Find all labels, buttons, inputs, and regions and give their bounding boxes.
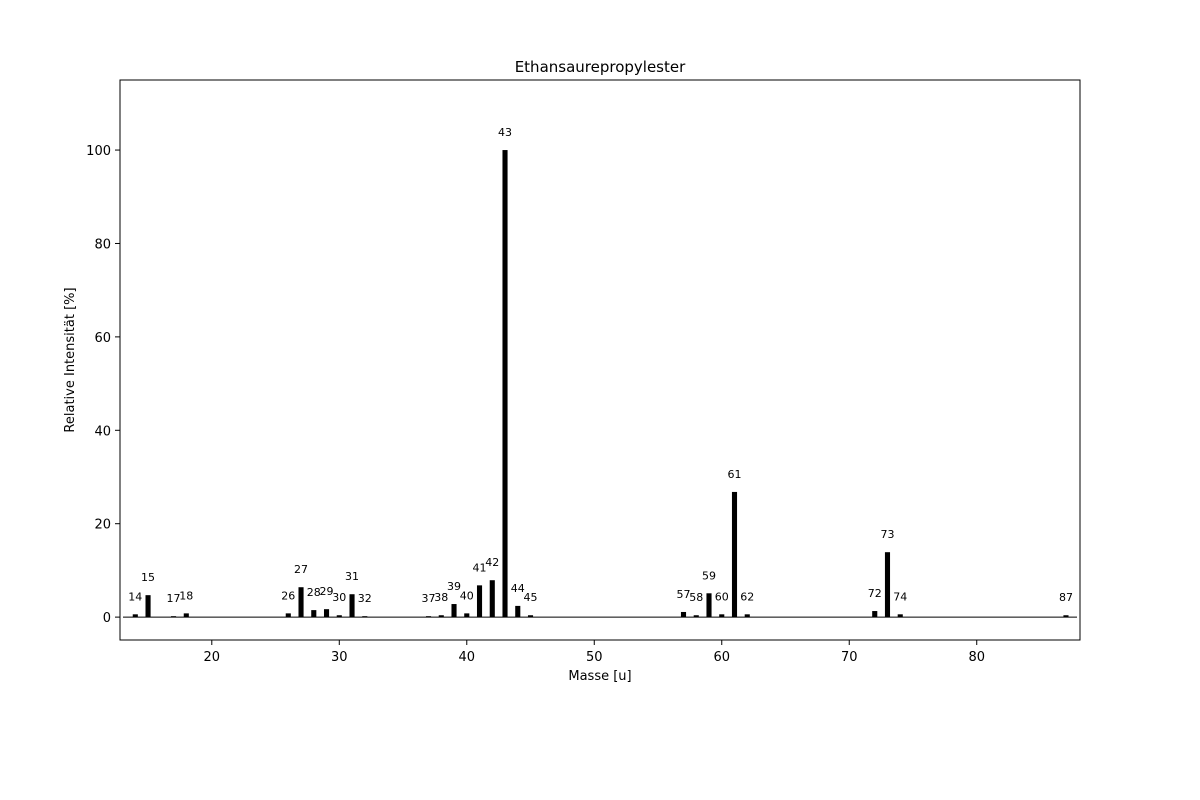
x-tick-label: 20 bbox=[204, 650, 221, 665]
bar bbox=[489, 580, 495, 618]
peak-label: 32 bbox=[358, 592, 372, 605]
bar bbox=[451, 604, 457, 618]
bar bbox=[438, 615, 444, 618]
x-axis-label: Masse [u] bbox=[568, 669, 631, 684]
bar bbox=[502, 150, 508, 618]
peak-label: 29 bbox=[320, 585, 334, 598]
bar bbox=[183, 613, 189, 618]
x-tick-label: 30 bbox=[331, 650, 348, 665]
peak-label: 28 bbox=[307, 586, 321, 599]
y-tick-label: 60 bbox=[94, 331, 111, 346]
bar bbox=[706, 593, 712, 618]
peak-label: 27 bbox=[294, 563, 308, 576]
bar bbox=[1063, 615, 1069, 618]
bar bbox=[170, 616, 177, 618]
bar bbox=[515, 605, 521, 618]
peak-label: 59 bbox=[702, 569, 716, 582]
peak-label: 72 bbox=[868, 587, 882, 600]
bar bbox=[145, 595, 151, 618]
bar bbox=[298, 587, 304, 618]
peak-label: 62 bbox=[740, 590, 754, 603]
x-tick-label: 80 bbox=[968, 650, 985, 665]
bar bbox=[425, 616, 432, 618]
bar bbox=[362, 616, 368, 618]
y-tick-label: 40 bbox=[94, 424, 111, 439]
peak-label: 57 bbox=[677, 588, 691, 601]
bar bbox=[311, 610, 317, 618]
peak-label: 45 bbox=[524, 591, 538, 604]
bar bbox=[693, 615, 699, 618]
peak-label: 74 bbox=[893, 590, 907, 603]
peak-label: 41 bbox=[473, 561, 487, 574]
peak-label: 43 bbox=[498, 126, 512, 139]
bar bbox=[323, 609, 330, 618]
peak-label: 38 bbox=[434, 591, 448, 604]
peak-label: 60 bbox=[715, 590, 729, 603]
bar bbox=[744, 614, 750, 618]
bar bbox=[285, 613, 291, 618]
bar bbox=[476, 585, 483, 618]
bar bbox=[527, 615, 534, 618]
bar bbox=[680, 611, 687, 618]
peak-label: 61 bbox=[728, 468, 742, 481]
x-tick-label: 50 bbox=[586, 650, 603, 665]
plot-frame bbox=[119, 79, 1081, 641]
x-tick-label: 40 bbox=[458, 650, 475, 665]
peak-label: 39 bbox=[447, 580, 461, 593]
peak-label: 87 bbox=[1059, 591, 1073, 604]
peak-label: 73 bbox=[880, 528, 894, 541]
peak-label: 58 bbox=[689, 591, 703, 604]
y-tick-label: 0 bbox=[103, 611, 111, 626]
peak-label: 37 bbox=[422, 592, 436, 605]
bar bbox=[897, 614, 903, 618]
peak-label: 15 bbox=[141, 571, 155, 584]
bar bbox=[336, 615, 342, 618]
x-tick-label: 70 bbox=[841, 650, 858, 665]
bar bbox=[132, 614, 138, 618]
peak-label: 18 bbox=[179, 589, 193, 602]
bar bbox=[884, 552, 891, 618]
peak-label: 31 bbox=[345, 570, 359, 583]
peak-label: 26 bbox=[281, 589, 295, 602]
chart-title: Ethansaurepropylester bbox=[515, 58, 686, 76]
y-tick-label: 80 bbox=[94, 237, 111, 252]
peak-label: 40 bbox=[460, 589, 474, 602]
peak-label: 44 bbox=[511, 582, 525, 595]
peak-label: 30 bbox=[332, 591, 346, 604]
y-tick-label: 100 bbox=[86, 144, 111, 159]
bar bbox=[872, 611, 878, 618]
bar bbox=[731, 491, 738, 618]
y-axis-label: Relative Intensität [%] bbox=[63, 287, 78, 432]
bar bbox=[464, 613, 470, 618]
peak-label: 14 bbox=[128, 590, 142, 603]
peak-label: 17 bbox=[167, 592, 181, 605]
bar bbox=[719, 614, 725, 618]
x-tick-label: 60 bbox=[713, 650, 730, 665]
y-tick-label: 20 bbox=[94, 518, 111, 533]
bar bbox=[349, 594, 355, 618]
peak-label: 42 bbox=[485, 556, 499, 569]
